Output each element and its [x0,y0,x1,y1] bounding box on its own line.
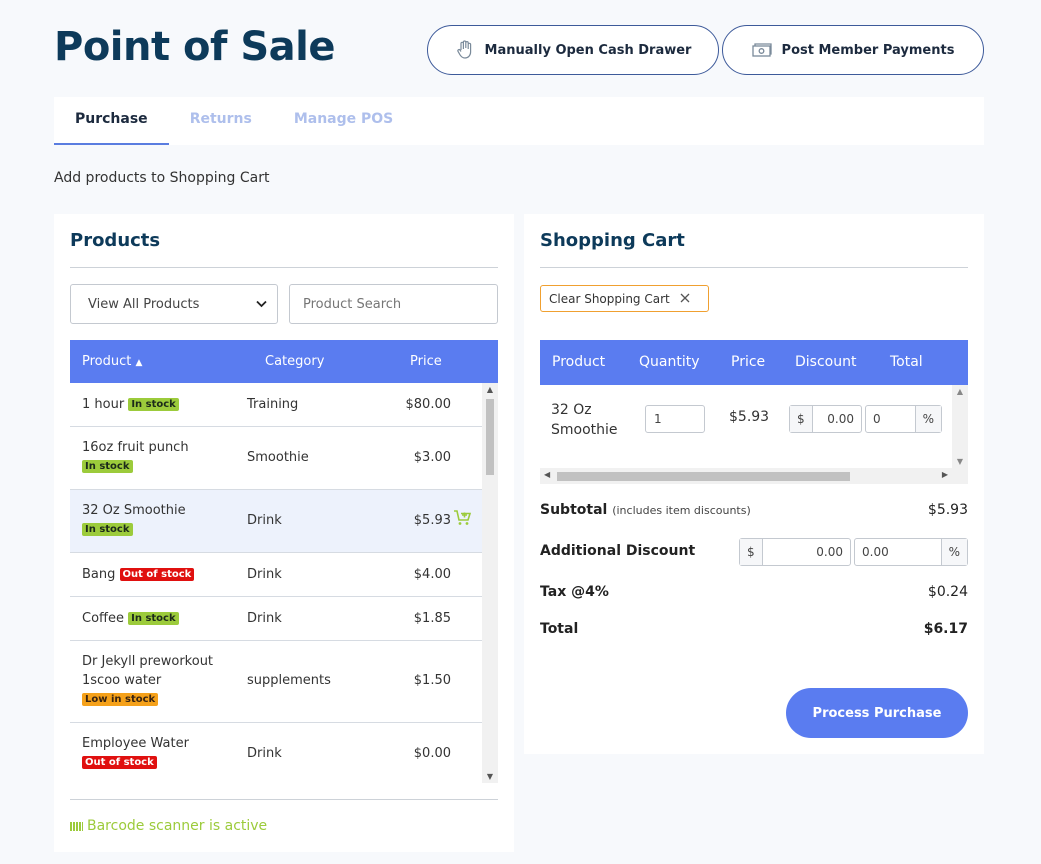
sort-asc-icon: ▲ [135,358,143,368]
subtotal-value: $5.93 [927,502,968,518]
scrollbar-thumb[interactable] [486,399,494,475]
close-icon [680,291,690,307]
additional-discount-amount-input[interactable]: $ 0.00 [739,538,851,566]
cart-item-name: 32 Oz Smoothie [551,402,618,438]
table-row[interactable]: Bang Out of stock Drink $4.00 [70,553,482,597]
divider [70,267,498,268]
tab-returns[interactable]: Returns [189,111,252,127]
divider [70,799,498,800]
page-title: Point of Sale [54,24,335,70]
tab-bar: Purchase Returns Manage POS [54,97,984,145]
scroll-down-icon[interactable]: ▼ [486,772,494,781]
column-discount: Discount [795,354,857,370]
scroll-down-icon[interactable]: ▼ [956,457,964,466]
open-cash-drawer-button[interactable]: Manually Open Cash Drawer [427,25,719,75]
product-search-input[interactable] [289,284,498,324]
scrollbar-thumb[interactable] [557,472,850,481]
status-badge: In stock [82,460,133,473]
product-filter-value: View All Products [88,296,200,312]
cash-icon [751,40,772,60]
cart-horizontal-scrollbar[interactable]: ◀ ▶ [540,468,968,484]
column-quantity: Quantity [639,354,700,370]
scroll-left-icon[interactable]: ◀ [544,470,551,479]
table-row[interactable]: 32 Oz Smoothie In stock Drink $5.93 [70,490,482,553]
shopping-cart-panel: Shopping Cart Clear Shopping Cart Produc… [524,214,984,754]
column-product[interactable]: Product ▲ [82,354,143,369]
status-badge: In stock [128,612,179,625]
products-list: 1 hour In stock Training $80.00 16oz fru… [70,383,498,783]
cart-table-header: Product Quantity Price Discount Total [540,340,968,385]
tab-purchase[interactable]: Purchase [54,97,169,145]
product-filter-select[interactable]: View All Products [70,284,278,324]
post-member-payments-label: Post Member Payments [781,42,955,58]
hand-icon [455,40,475,60]
item-discount-percent-input[interactable]: 0 % [865,405,942,433]
table-row[interactable]: Dr Jekyll preworkout 1scoo water Low in st… [70,641,482,723]
products-table-header: Product ▲ Category Price [70,340,498,383]
products-panel: Products View All Products Product ▲ Cat… [54,214,514,852]
table-row[interactable]: 1 hour In stock Training $80.00 [70,383,482,427]
column-product: Product [552,354,606,370]
status-badge: Out of stock [82,756,157,769]
barcode-icon [70,821,83,831]
barcode-scanner-status: Barcode scanner is active [70,818,267,834]
cart-item-price: $5.93 [729,409,770,425]
open-cash-drawer-label: Manually Open Cash Drawer [484,42,692,58]
status-badge: In stock [82,523,133,536]
products-scrollbar[interactable]: ▲ ▼ [482,383,498,783]
scroll-right-icon[interactable]: ▶ [941,470,948,479]
cart-vertical-scrollbar[interactable]: ▲ ▼ [952,385,968,468]
column-price[interactable]: Price [410,354,442,369]
tab-manage-pos[interactable]: Manage POS [293,111,394,127]
clear-cart-button[interactable]: Clear Shopping Cart [540,285,709,312]
additional-discount-percent-input[interactable]: 0.00 % [854,538,968,566]
column-total: Total [890,354,923,370]
products-title: Products [70,230,161,251]
table-row[interactable]: Coffee In stock Drink $1.85 [70,597,482,641]
column-price: Price [731,354,766,370]
add-to-cart-icon[interactable] [453,509,472,530]
cart-item-row: 32 Oz Smoothie 1 $5.93 $ 0.00 0 % [540,385,952,470]
quantity-input[interactable]: 1 [645,405,705,433]
table-row[interactable]: Employee Water Out of stock Drink $0.00 [82,736,451,769]
item-discount-amount-input[interactable]: $ 0.00 [789,405,862,433]
post-member-payments-button[interactable]: Post Member Payments [722,25,984,75]
table-row[interactable]: 16oz fruit punch In stock Smoothie $3.00 [70,427,482,490]
total-value: $6.17 [923,621,968,637]
page-subtitle: Add products to Shopping Cart [54,170,270,186]
scroll-up-icon[interactable]: ▲ [956,387,964,396]
column-category[interactable]: Category [265,354,325,369]
status-badge: Low in stock [82,693,159,706]
process-purchase-button[interactable]: Process Purchase [786,688,968,738]
scroll-up-icon[interactable]: ▲ [486,385,494,394]
shopping-cart-title: Shopping Cart [540,230,685,251]
status-badge: In stock [128,398,179,411]
tax-value: $0.24 [927,584,968,600]
chevron-down-icon [256,297,267,311]
status-badge: Out of stock [119,568,195,581]
divider [540,267,968,268]
